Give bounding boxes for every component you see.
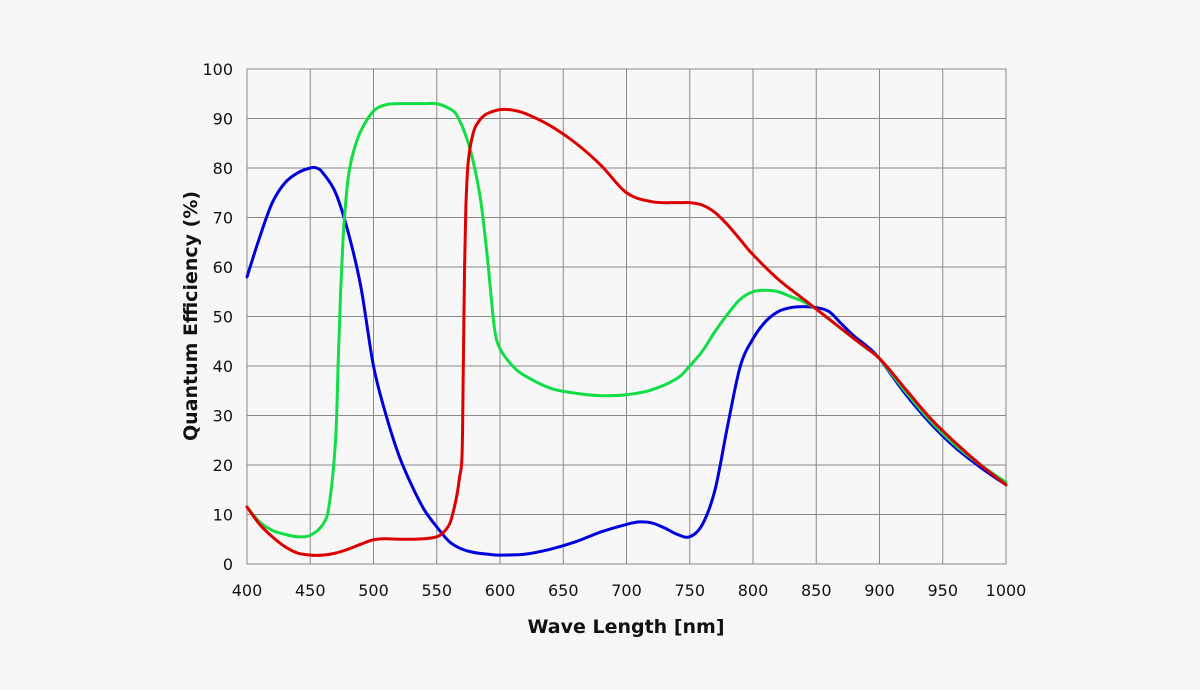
y-tick-label: 60 <box>213 258 233 277</box>
y-tick-labels: 0 10 20 30 40 50 60 70 80 90 100 <box>202 60 233 574</box>
x-tick-label: 950 <box>927 581 958 600</box>
x-tick-label: 450 <box>295 581 326 600</box>
y-tick-label: 10 <box>213 506 233 525</box>
x-tick-label: 750 <box>674 581 705 600</box>
x-tick-label: 600 <box>485 581 516 600</box>
y-tick-label: 20 <box>213 456 233 475</box>
x-tick-labels: 400 450 500 550 600 650 700 750 800 850 900 950 1000 <box>232 581 1027 600</box>
y-tick-label: 70 <box>213 209 233 228</box>
y-tick-label: 90 <box>213 110 233 129</box>
series-line <box>245 165 1008 557</box>
x-tick-label: 550 <box>421 581 452 600</box>
series-line <box>245 107 1008 557</box>
y-tick-label: 50 <box>213 308 233 327</box>
series-layer <box>245 101 1008 557</box>
x-tick-label: 900 <box>864 581 895 600</box>
y-tick-label: 80 <box>213 159 233 178</box>
x-tick-label: 1000 <box>986 581 1027 600</box>
y-tick-label: 100 <box>202 60 233 79</box>
y-axis-title: Quantum Efficiency (%) <box>180 191 202 441</box>
y-tick-label: 30 <box>213 407 233 426</box>
y-tick-label: 0 <box>223 555 233 574</box>
x-tick-label: 800 <box>738 581 769 600</box>
x-tick-label: 500 <box>358 581 389 600</box>
y-tick-label: 40 <box>213 357 233 376</box>
grid-lines <box>246 68 1007 565</box>
x-axis-title: Wave Length [nm] <box>527 616 724 638</box>
x-tick-label: 650 <box>548 581 579 600</box>
x-tick-label: 850 <box>801 581 832 600</box>
x-tick-label: 700 <box>611 581 642 600</box>
x-tick-label: 400 <box>232 581 263 600</box>
